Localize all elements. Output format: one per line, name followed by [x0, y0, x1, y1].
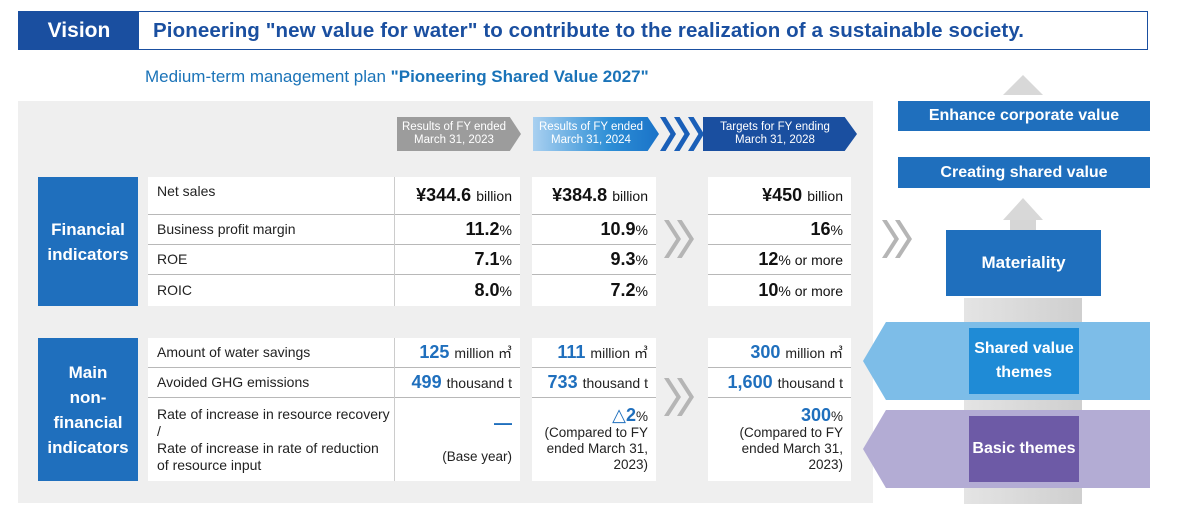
table-row: Rate of increase in resource recovery / … [148, 398, 394, 481]
up-arrow-icon [1003, 198, 1043, 220]
basic-themes-box: Basic themes [969, 416, 1079, 482]
double-chevron-icon [882, 220, 912, 258]
value-cell: △2% (Compared to FY ended March 31, 2023… [544, 404, 648, 472]
value-cell: 1,600 thousand t [727, 372, 843, 392]
nonfinancial-label-column: Amount of water savings Avoided GHG emis… [148, 338, 394, 481]
row-label: Rate of increase in resource recovery / … [157, 405, 390, 473]
column-header-line: Results of FY ended [539, 120, 643, 133]
row-label: Net sales [157, 183, 216, 199]
column-header-line: March 31, 2023 [414, 134, 494, 146]
table-row: Business profit margin [148, 215, 394, 245]
financial-fy2028-column: ¥450 billion 16% 12% or more 10% or more [708, 177, 851, 306]
up-arrow-icon [1003, 75, 1043, 95]
value-cell: 125 million ㎥ [419, 342, 512, 362]
value-cell: — (Base year) [442, 412, 512, 464]
column-header-line: March 31, 2024 [551, 134, 631, 146]
arrow-shaft [1010, 220, 1036, 232]
value-cell: ¥344.6 billion [416, 185, 512, 205]
value-cell: 9.3% [610, 249, 648, 269]
value-cell: 111 million ㎥ [557, 342, 648, 362]
value-cell: 499 thousand t [411, 372, 512, 392]
value-cell: 11.2% [465, 219, 513, 239]
table-row: Avoided GHG emissions [148, 368, 394, 398]
column-header-fy2024: Results of FY ended March 31, 2024 [533, 117, 659, 151]
table-row: ROIC [148, 275, 394, 306]
value-cell: 733 thousand t [547, 372, 648, 392]
column-header-fy2023: Results of FY ended March 31, 2023 [397, 117, 521, 151]
row-label: Avoided GHG emissions [157, 374, 310, 390]
row-label: ROE [157, 251, 188, 267]
vision-statement: Pioneering "new value for water" to cont… [153, 18, 1025, 42]
double-chevron-icon [664, 220, 694, 258]
value-cell: 10% or more [758, 280, 843, 300]
value-cell: 12% or more [758, 249, 843, 269]
value-cell: 7.2% [610, 280, 648, 300]
table-row: ROE [148, 245, 394, 275]
value-cell: ¥384.8 billion [552, 185, 648, 205]
financial-indicators-label: Financial indicators [38, 177, 138, 306]
value-cell: 16% [810, 219, 843, 239]
header-chevron-icon [660, 117, 704, 151]
value-cell: 7.1% [474, 249, 512, 269]
vision-banner: Vision Pioneering "new value for water" … [18, 11, 1148, 50]
table-row: Amount of water savings [148, 338, 394, 368]
column-header-line: March 31, 2028 [735, 134, 815, 146]
row-label: ROIC [157, 282, 192, 298]
materiality-box: Materiality [946, 230, 1101, 296]
value-cell: ¥450 billion [762, 185, 843, 205]
creating-shared-value-box: Creating shared value [898, 157, 1150, 188]
financial-label-column: Net sales Business profit margin ROE ROI… [148, 177, 394, 306]
nonfinancial-fy2024-column: 111 million ㎥ 733 thousand t △2% (Compar… [532, 338, 656, 481]
column-header-line: Targets for FY ending [720, 120, 830, 133]
plan-title: Medium-term management plan "Pioneering … [145, 67, 649, 87]
financial-fy2024-column: ¥384.8 billion 10.9% 9.3% 7.2% [532, 177, 656, 306]
column-header-fy2028: Targets for FY ending March 31, 2028 [703, 117, 857, 151]
value-cell: 10.9% [600, 219, 649, 239]
financial-fy2023-column: ¥344.6 billion 11.2% 7.1% 8.0% [394, 177, 520, 306]
value-cell: 300% (Compared to FY ended March 31, 202… [739, 404, 843, 472]
nonfinancial-fy2028-column: 300 million ㎥ 1,600 thousand t 300% (Com… [708, 338, 851, 481]
column-header-line: Results of FY ended [402, 120, 506, 133]
value-cell: 300 million ㎥ [750, 342, 843, 362]
plan-title-prefix: Medium-term management plan [145, 67, 391, 86]
enhance-corporate-value-box: Enhance corporate value [898, 101, 1150, 131]
nonfinancial-fy2023-column: 125 million ㎥ 499 thousand t — (Base yea… [394, 338, 520, 481]
row-label: Amount of water savings [157, 344, 311, 360]
nonfinancial-indicators-label: Main non- financial indicators [38, 338, 138, 481]
double-chevron-icon [664, 378, 694, 416]
value-cell: 8.0% [474, 280, 512, 300]
plan-name: "Pioneering Shared Value 2027" [390, 67, 649, 86]
row-label: Business profit margin [157, 221, 296, 237]
vision-label: Vision [19, 12, 139, 49]
shared-value-themes-box: Shared value themes [969, 328, 1079, 394]
table-row: Net sales [148, 177, 394, 215]
